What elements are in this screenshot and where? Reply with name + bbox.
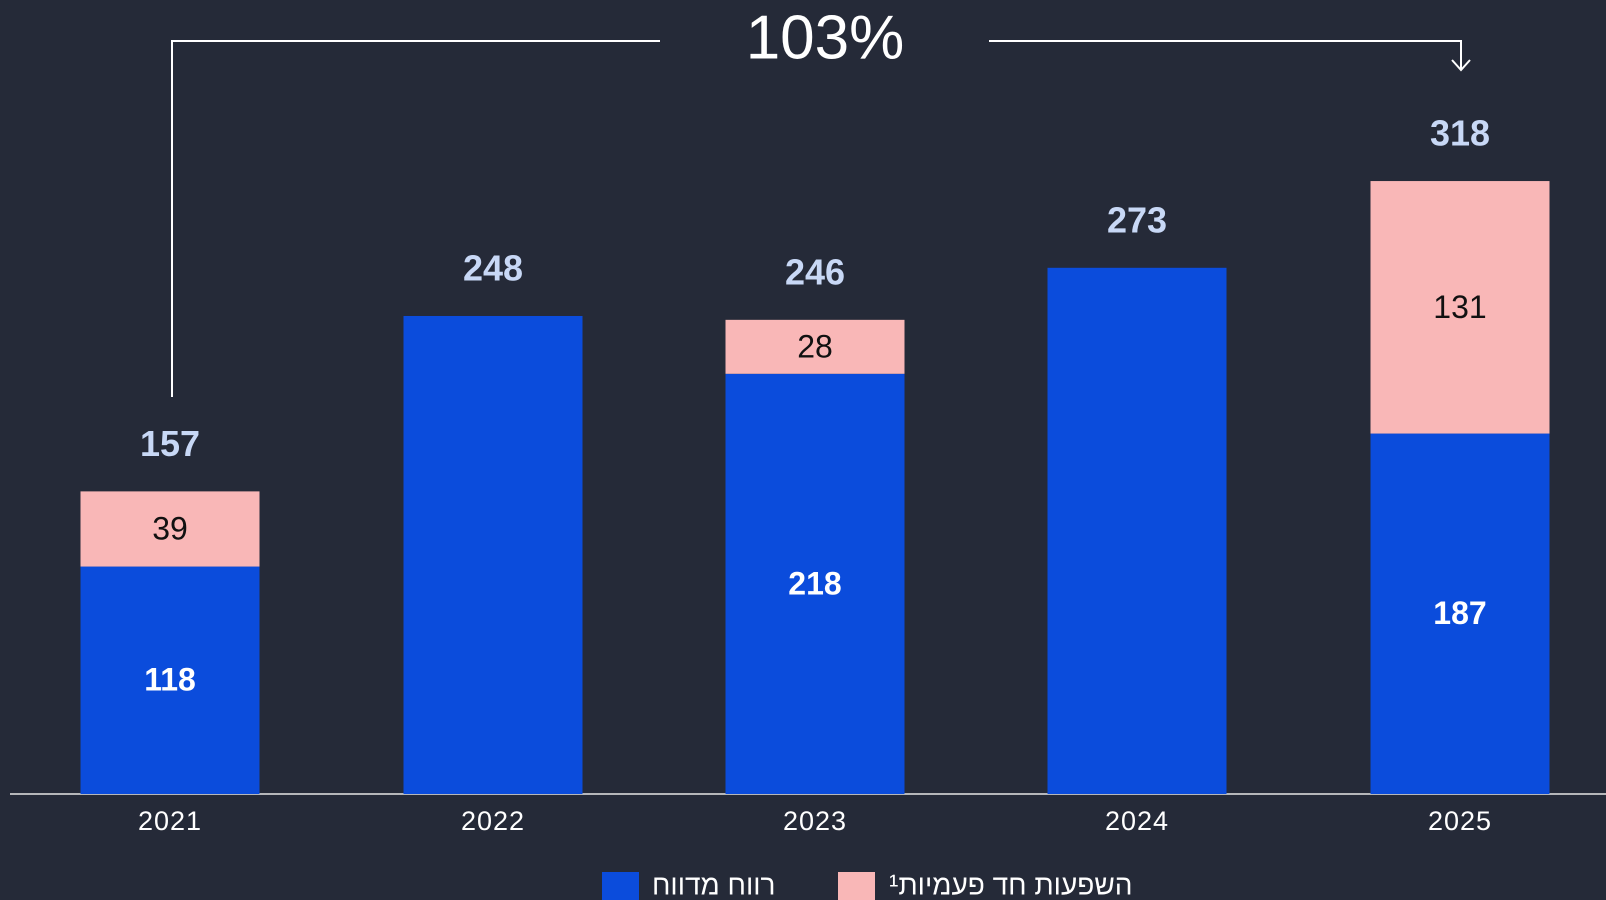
annotation-arrowhead: [1451, 59, 1471, 72]
growth-annotation: 103%: [746, 3, 905, 72]
total-label: 246: [785, 251, 845, 292]
x-tick-label: 2025: [1428, 806, 1492, 836]
value-label: 39: [152, 510, 188, 546]
legend-swatch: [602, 872, 639, 900]
total-label: 248: [463, 247, 523, 288]
bar-segment: [403, 315, 583, 794]
total-label: 273: [1107, 199, 1167, 240]
legend-label: רווח מדווח: [652, 869, 775, 900]
bar-segment: [80, 491, 260, 567]
x-tick-label: 2022: [461, 806, 525, 836]
value-label: 131: [1433, 289, 1486, 325]
bar-segment: [1370, 433, 1550, 794]
total-label: 318: [1430, 113, 1490, 154]
bar-segment: [1047, 267, 1227, 795]
x-tick-label: 2024: [1105, 806, 1169, 836]
bar-segment: [1370, 181, 1550, 434]
value-label: 218: [788, 565, 841, 601]
value-label: 28: [797, 328, 833, 364]
bar-segment: [725, 319, 905, 374]
annotation-line-left: [171, 40, 660, 397]
legend-swatch: [838, 872, 875, 900]
annotation-line-right: [989, 40, 1462, 70]
legend-label: השפעות חד פעמיות¹: [889, 869, 1133, 900]
x-tick-label: 2021: [138, 806, 202, 836]
value-label: 187: [1433, 595, 1486, 631]
bar-segment: [80, 566, 260, 794]
value-label: 118: [144, 662, 196, 698]
x-tick-label: 2023: [783, 806, 847, 836]
bar-segment: [725, 373, 905, 794]
total-label: 157: [140, 423, 200, 464]
